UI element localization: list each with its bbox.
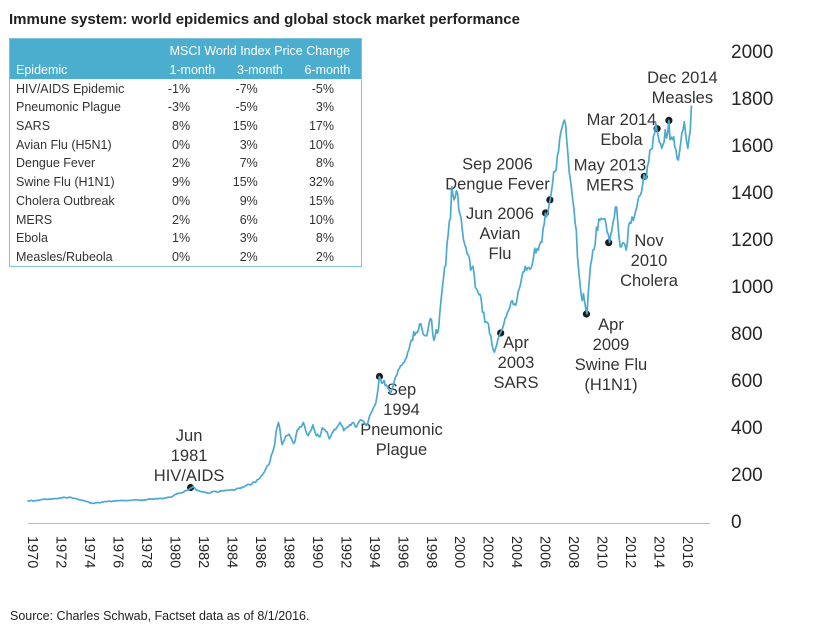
- svg-text:2012: 2012: [622, 536, 638, 568]
- svg-text:1972: 1972: [53, 536, 69, 568]
- svg-text:1000: 1000: [731, 277, 773, 298]
- svg-text:Dec 2014: Dec 2014: [647, 69, 718, 87]
- svg-text:May 2013: May 2013: [574, 157, 646, 175]
- svg-text:2014: 2014: [651, 536, 667, 568]
- svg-text:Swine Flu: Swine Flu: [575, 356, 647, 374]
- svg-text:1978: 1978: [138, 536, 154, 568]
- svg-text:1980: 1980: [166, 536, 182, 568]
- svg-text:400: 400: [731, 418, 763, 439]
- svg-text:0: 0: [731, 512, 742, 533]
- svg-text:1986: 1986: [252, 536, 268, 568]
- svg-text:1994: 1994: [366, 536, 382, 568]
- svg-text:1984: 1984: [223, 536, 239, 568]
- svg-text:MERS: MERS: [586, 177, 634, 195]
- svg-text:Apr: Apr: [598, 316, 624, 334]
- svg-text:1200: 1200: [731, 230, 773, 251]
- svg-text:1988: 1988: [280, 536, 296, 568]
- svg-text:2008: 2008: [565, 536, 581, 568]
- svg-text:2010: 2010: [631, 252, 668, 270]
- svg-text:HIV/AIDS: HIV/AIDS: [154, 467, 225, 485]
- svg-text:Jun 2006: Jun 2006: [466, 205, 534, 223]
- svg-text:2000: 2000: [451, 536, 467, 568]
- svg-text:Ebola: Ebola: [600, 131, 643, 149]
- svg-text:1994: 1994: [383, 401, 420, 419]
- svg-text:SARS: SARS: [494, 374, 539, 392]
- svg-text:2016: 2016: [679, 536, 695, 568]
- svg-text:1600: 1600: [731, 136, 773, 157]
- svg-text:Dengue Fever: Dengue Fever: [445, 176, 550, 194]
- svg-text:Sep 2006: Sep 2006: [462, 156, 533, 174]
- svg-text:2003: 2003: [498, 354, 535, 372]
- svg-text:1400: 1400: [731, 183, 773, 204]
- svg-text:1992: 1992: [337, 536, 353, 568]
- svg-text:1990: 1990: [309, 536, 325, 568]
- svg-text:Flu: Flu: [489, 245, 512, 263]
- svg-text:1800: 1800: [731, 89, 773, 110]
- svg-text:1981: 1981: [171, 447, 208, 465]
- svg-text:1970: 1970: [24, 536, 40, 568]
- svg-text:Nov: Nov: [634, 232, 664, 250]
- svg-text:2009: 2009: [593, 336, 630, 354]
- svg-text:1998: 1998: [423, 536, 439, 568]
- svg-text:2000: 2000: [731, 42, 773, 63]
- svg-text:Avian: Avian: [480, 225, 521, 243]
- svg-text:2004: 2004: [508, 536, 524, 568]
- svg-text:1974: 1974: [81, 536, 97, 568]
- svg-text:1976: 1976: [109, 536, 125, 568]
- svg-text:200: 200: [731, 465, 763, 486]
- svg-text:800: 800: [731, 324, 763, 345]
- svg-text:Measles: Measles: [652, 89, 713, 107]
- svg-text:2002: 2002: [480, 536, 496, 568]
- svg-text:Apr: Apr: [503, 334, 529, 352]
- svg-text:Plague: Plague: [376, 441, 427, 459]
- svg-text:Mar 2014: Mar 2014: [587, 111, 657, 129]
- svg-text:1996: 1996: [394, 536, 410, 568]
- svg-text:(H1N1): (H1N1): [584, 376, 637, 394]
- svg-text:Jun: Jun: [176, 427, 203, 445]
- svg-text:Pneumonic: Pneumonic: [360, 421, 443, 439]
- svg-text:Cholera: Cholera: [620, 272, 679, 290]
- svg-text:2010: 2010: [594, 536, 610, 568]
- svg-text:2006: 2006: [537, 536, 553, 568]
- svg-text:600: 600: [731, 371, 763, 392]
- svg-text:1982: 1982: [195, 536, 211, 568]
